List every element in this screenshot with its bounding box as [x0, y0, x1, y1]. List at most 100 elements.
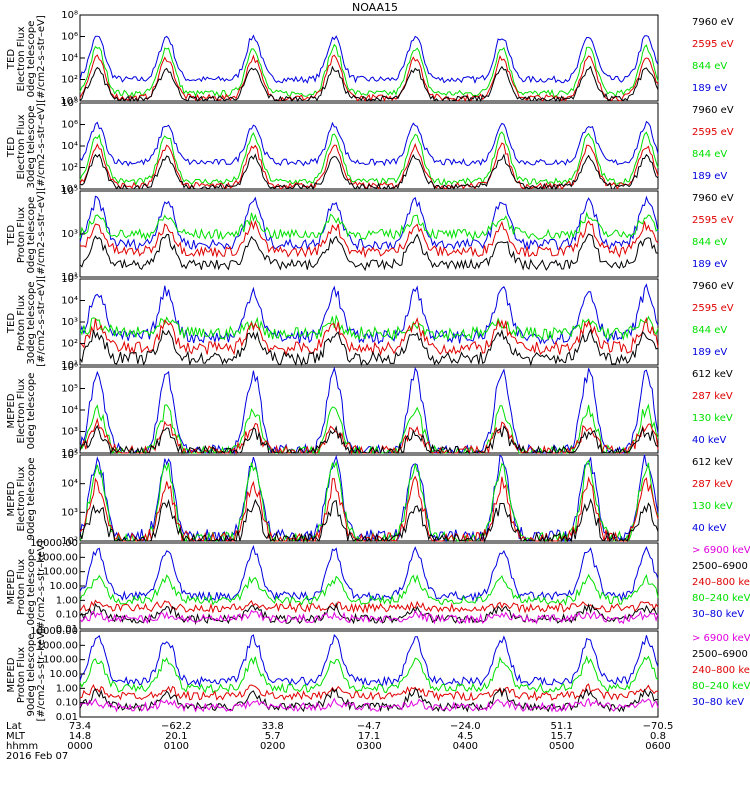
series-line-844-ev	[79, 131, 659, 186]
legend-entry: 844 eV	[692, 325, 727, 336]
y-tick-label: 10³	[61, 427, 78, 438]
y-tick-label: 100.00	[43, 655, 78, 666]
y-axis-label: [#/cm2–s–str–eV]	[36, 279, 47, 367]
x-tick-label: 0400	[453, 741, 478, 752]
legend-entry: 30–80 keV	[692, 609, 744, 620]
y-tick-label: 1000.00	[37, 640, 78, 651]
y-tick-label: 10²	[61, 536, 78, 547]
x-tick-label: 14.8	[69, 731, 91, 742]
x-tick-label: 5.7	[265, 731, 281, 742]
series-line-130-kev	[79, 459, 659, 543]
y-tick-label: 10⁵	[61, 186, 78, 197]
legend-entry: 189 eV	[692, 83, 727, 94]
y-tick-label: 10⁸	[61, 98, 78, 109]
y-axis-label: [#/cm2–s–str–eV]	[36, 15, 47, 103]
panel-frame	[79, 454, 659, 542]
y-tick-label: 10°	[60, 184, 78, 195]
y-tick-label: 10⁶	[61, 362, 78, 373]
y-axis-label: 0deg telescope	[26, 21, 37, 98]
figure-title: NOAA15	[352, 1, 398, 14]
legend-entry: 844 eV	[692, 149, 727, 160]
legend-entry: 130 keV	[692, 413, 733, 424]
legend-entry: 7960 eV	[692, 105, 734, 116]
series-line-189-ev	[79, 120, 659, 167]
x-tick-label: −4.7	[357, 721, 381, 732]
x-tick-label: 20.1	[165, 731, 187, 742]
panel-frame	[79, 366, 659, 454]
legend-entry: 2595 eV	[692, 127, 734, 138]
y-tick-label: 10⁴	[61, 479, 78, 490]
x-row-label: hhmm	[6, 741, 38, 752]
x-tick-label: −70.5	[643, 721, 674, 732]
y-axis-label: 30deg telescope	[26, 105, 37, 188]
y-axis-label: TED	[6, 137, 17, 158]
y-axis-label: MEPED	[6, 481, 17, 516]
legend-entry: > 6900 keV	[692, 545, 750, 556]
series-line-7960-ev	[79, 153, 659, 191]
y-tick-label: 10¹	[61, 360, 78, 371]
x-tick-label: 0000	[67, 741, 92, 752]
legend-entry: 844 eV	[692, 237, 727, 248]
x-tick-label: 15.7	[551, 731, 573, 742]
y-tick-label: 10⁵	[61, 450, 78, 461]
y-axis-label: Proton Flux	[16, 647, 27, 703]
y-tick-label: 10³	[61, 317, 78, 328]
legend-entry: 7960 eV	[692, 17, 734, 28]
y-tick-label: 10.00	[49, 669, 78, 680]
legend-entry: 2595 eV	[692, 39, 734, 50]
x-tick-label: 0.8	[650, 731, 666, 742]
y-tick-label: 10²	[61, 339, 78, 350]
series-line-2595-ev	[79, 142, 659, 190]
series-line-612-kev	[79, 424, 659, 455]
x-tick-label: 17.1	[358, 731, 380, 742]
y-axis-label: Proton Flux	[16, 295, 27, 351]
series-line-7960-ev	[79, 233, 659, 272]
date-label: 2016 Feb 07	[6, 751, 68, 762]
panel-ted-e-0: 10° 10² 10⁴ 10⁶ 10⁸ TED Electron Flux 0deg tele…	[6, 10, 734, 107]
y-tick-label: 10⁴	[61, 53, 78, 64]
x-row-label: Lat	[6, 721, 22, 732]
series-line-2595-ev	[79, 54, 659, 103]
series-line-7960-ev	[79, 65, 659, 103]
legend-entry: 7960 eV	[692, 281, 734, 292]
y-tick-label: 10°	[60, 96, 78, 107]
y-axis-label: [#/cm2–s–str–eV]	[36, 191, 47, 279]
legend-entry: 612 keV	[692, 457, 733, 468]
y-tick-label: 1.00	[56, 595, 78, 606]
y-axis-label: MEPED	[6, 393, 17, 428]
y-axis-label: [#/cm2–s–str–keV]	[36, 540, 47, 633]
y-axis-label: TED	[6, 225, 17, 246]
x-tick-label: 51.1	[551, 721, 573, 732]
legend-entry: 287 keV	[692, 391, 733, 402]
x-tick-label: 4.5	[457, 731, 473, 742]
legend-entry: 189 eV	[692, 259, 727, 270]
x-tick-label: 0100	[164, 741, 189, 752]
legend-entry: 189 eV	[692, 347, 727, 358]
series-line-240-800-kev	[79, 599, 659, 614]
series-line-7960-ev	[79, 328, 659, 367]
legend-entry: 189 eV	[692, 171, 727, 182]
legend-entry: 2500–6900	[692, 561, 748, 572]
y-tick-label: 1000.00	[37, 552, 78, 563]
series-line--6900-kev	[79, 609, 659, 625]
series-line-844-ev	[79, 314, 659, 341]
y-tick-label: 10⁴	[61, 141, 78, 152]
y-tick-label: 10⁴	[61, 296, 78, 307]
y-tick-label: 10⁶	[61, 32, 78, 43]
y-tick-label: 0.10	[56, 610, 78, 621]
y-axis-label: Electron Flux	[16, 466, 27, 531]
series-line-189-ev	[79, 283, 659, 345]
y-tick-label: 10⁵	[61, 384, 78, 395]
y-tick-label: 10²	[61, 163, 78, 174]
series-line-80-240-kev	[79, 573, 659, 607]
y-axis-label: Electron Flux	[16, 114, 27, 179]
y-axis-label: 0deg telescope	[26, 549, 37, 626]
y-axis-label: Electron Flux	[16, 26, 27, 91]
panel-meped-p-90: 0.01 0.10 1.00 10.00 100.00 1000.00 10000.00 ME…	[6, 626, 750, 723]
y-tick-label: 10⁴	[61, 405, 78, 416]
series-line-844-ev	[79, 211, 659, 241]
legend-entry: 2595 eV	[692, 303, 734, 314]
y-tick-label: 10³	[61, 229, 78, 240]
y-axis-label: MEPED	[6, 569, 17, 604]
